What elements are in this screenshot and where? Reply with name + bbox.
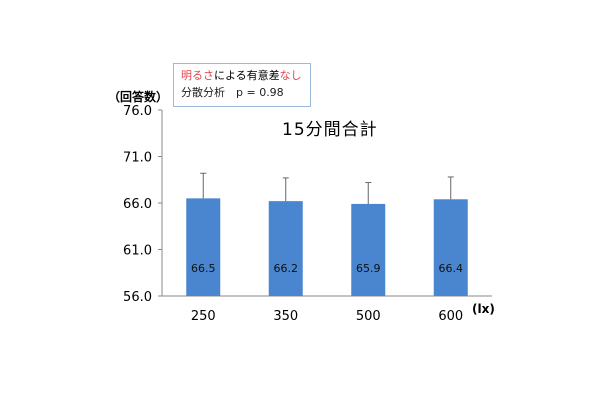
x-tick-label: 250 [191,309,216,324]
annotation-line-1: 明るさによる有意差なし [181,67,310,84]
data-label: 66.4 [439,262,464,275]
annotation-red-text: 明るさ [181,69,214,82]
data-label: 66.2 [274,262,299,275]
bar [351,203,386,296]
y-tick-label: 71.0 [123,151,152,166]
x-axis-unit: (lx) [472,302,495,316]
x-tick-label: 600 [438,309,463,324]
y-tick-label: 56.0 [123,290,152,305]
x-tick-label: 350 [273,309,298,324]
data-label: 66.5 [191,262,216,275]
bar [433,199,468,296]
annotation-red-text-2: なし [279,69,302,82]
data-label: 65.9 [356,262,381,275]
chart-title: 15分間合計 [282,120,378,140]
y-tick-label: 66.0 [123,197,152,212]
annotation-line-2: 分散分析 p = 0.98 [181,86,284,99]
x-tick-label: 500 [356,309,381,324]
y-tick-label: 76.0 [123,104,152,119]
annotation-box: 明るさによる有意差なし 分散分析 p = 0.98 [173,63,311,107]
bar [268,201,303,296]
bar [186,198,221,296]
y-tick-label: 61.0 [123,244,152,259]
annotation-text: による有意差 [214,69,280,82]
y-axis-label: （回答数） [108,90,169,104]
